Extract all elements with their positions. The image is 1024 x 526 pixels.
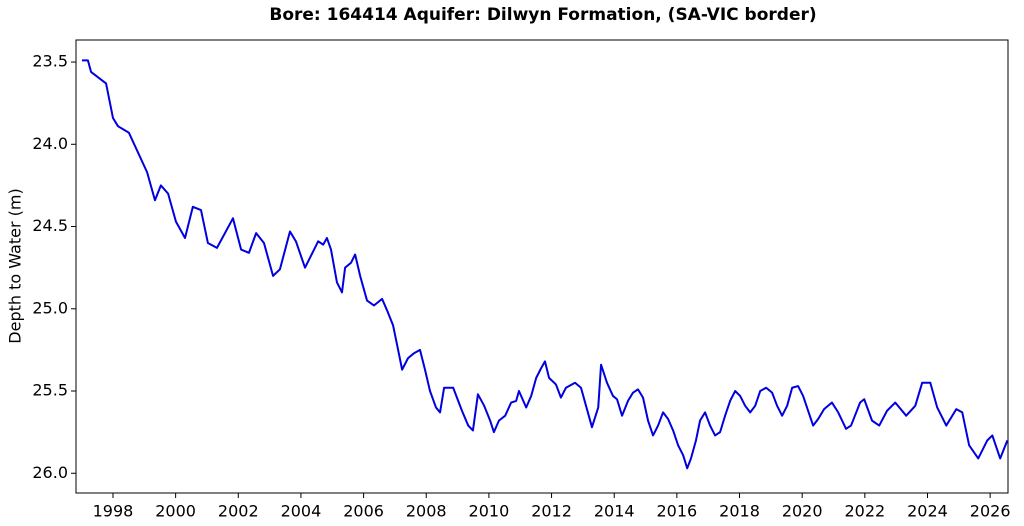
y-tick-label: 23.5 [32, 52, 68, 71]
y-tick-label: 25.0 [32, 298, 68, 317]
y-tick-label: 26.0 [32, 463, 68, 482]
y-tick-label: 25.5 [32, 381, 68, 400]
x-tick-label: 1998 [93, 502, 134, 521]
plot-frame [75, 39, 1009, 494]
x-tick-label: 2022 [844, 502, 885, 521]
x-tick-label: 2008 [406, 502, 447, 521]
x-tick-label: 2016 [657, 502, 698, 521]
y-tick-label: 24.5 [32, 216, 68, 235]
x-tick-label: 2006 [343, 502, 384, 521]
x-tick-label: 2002 [218, 502, 259, 521]
y-axis-label: Depth to Water (m) [6, 188, 25, 343]
x-tick-label: 2024 [907, 502, 948, 521]
x-tick-label: 2018 [719, 502, 760, 521]
y-tick-label: 24.0 [32, 134, 68, 153]
x-tick-label: 2010 [469, 502, 510, 521]
x-tick-label: 2026 [970, 502, 1011, 521]
x-tick-label: 2004 [281, 502, 322, 521]
x-tick-label: 2012 [531, 502, 572, 521]
x-tick-label: 2000 [155, 502, 196, 521]
x-tick-label: 2014 [594, 502, 635, 521]
x-tick-label: 2020 [782, 502, 823, 521]
data-line [81, 59, 1009, 470]
chart-title: Bore: 164414 Aquifer: Dilwyn Formation, … [269, 5, 816, 25]
